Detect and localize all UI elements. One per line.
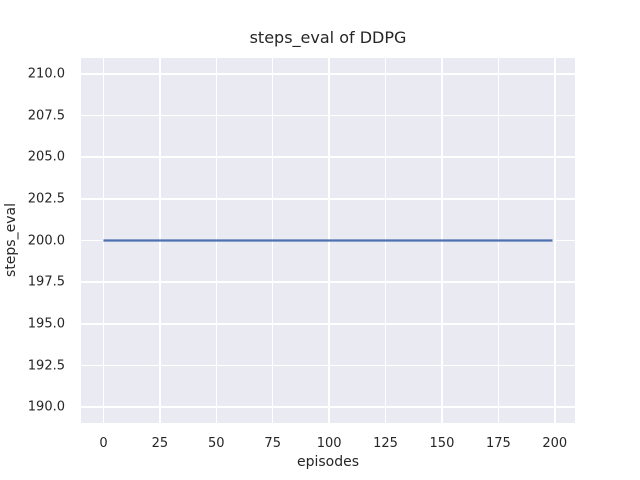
- x-tick-label: 0: [99, 436, 108, 451]
- x-tick-label: 150: [429, 436, 455, 451]
- x-tick-label: 125: [373, 436, 398, 451]
- x-axis-label: episodes: [296, 454, 360, 470]
- y-tick-label: 195.0: [27, 316, 65, 332]
- y-tick-label: 200.0: [27, 233, 65, 248]
- y-tick-label: 205.0: [27, 149, 65, 165]
- gridline-horizontal: [81, 364, 575, 367]
- gridline-horizontal: [81, 114, 575, 117]
- y-tick-label: 192.5: [27, 358, 65, 373]
- y-tick-label: 202.5: [27, 191, 65, 207]
- x-tick-label: 200: [542, 436, 568, 451]
- x-tick-label: 100: [316, 436, 342, 451]
- x-tick-label: 75: [264, 436, 281, 451]
- series-layer: [103, 239, 553, 242]
- y-tick-label: 190.0: [27, 399, 65, 415]
- y-tick-label: 207.5: [27, 108, 65, 123]
- x-tick-label: 50: [208, 436, 225, 451]
- y-tick-label: 210.0: [27, 66, 65, 82]
- y-tick-label: 197.5: [27, 274, 65, 290]
- gridline-horizontal: [81, 323, 575, 325]
- x-tick-label: 175: [485, 436, 511, 451]
- x-tick-label: 25: [151, 436, 169, 451]
- gridline-horizontal: [81, 73, 575, 75]
- gridline-horizontal: [81, 198, 575, 200]
- plot-area: [81, 58, 575, 423]
- gridline-horizontal: [81, 156, 575, 158]
- chart-title: steps_eval of DDPG: [249, 28, 407, 47]
- gridline-horizontal: [81, 406, 575, 408]
- gridline-horizontal: [81, 281, 575, 283]
